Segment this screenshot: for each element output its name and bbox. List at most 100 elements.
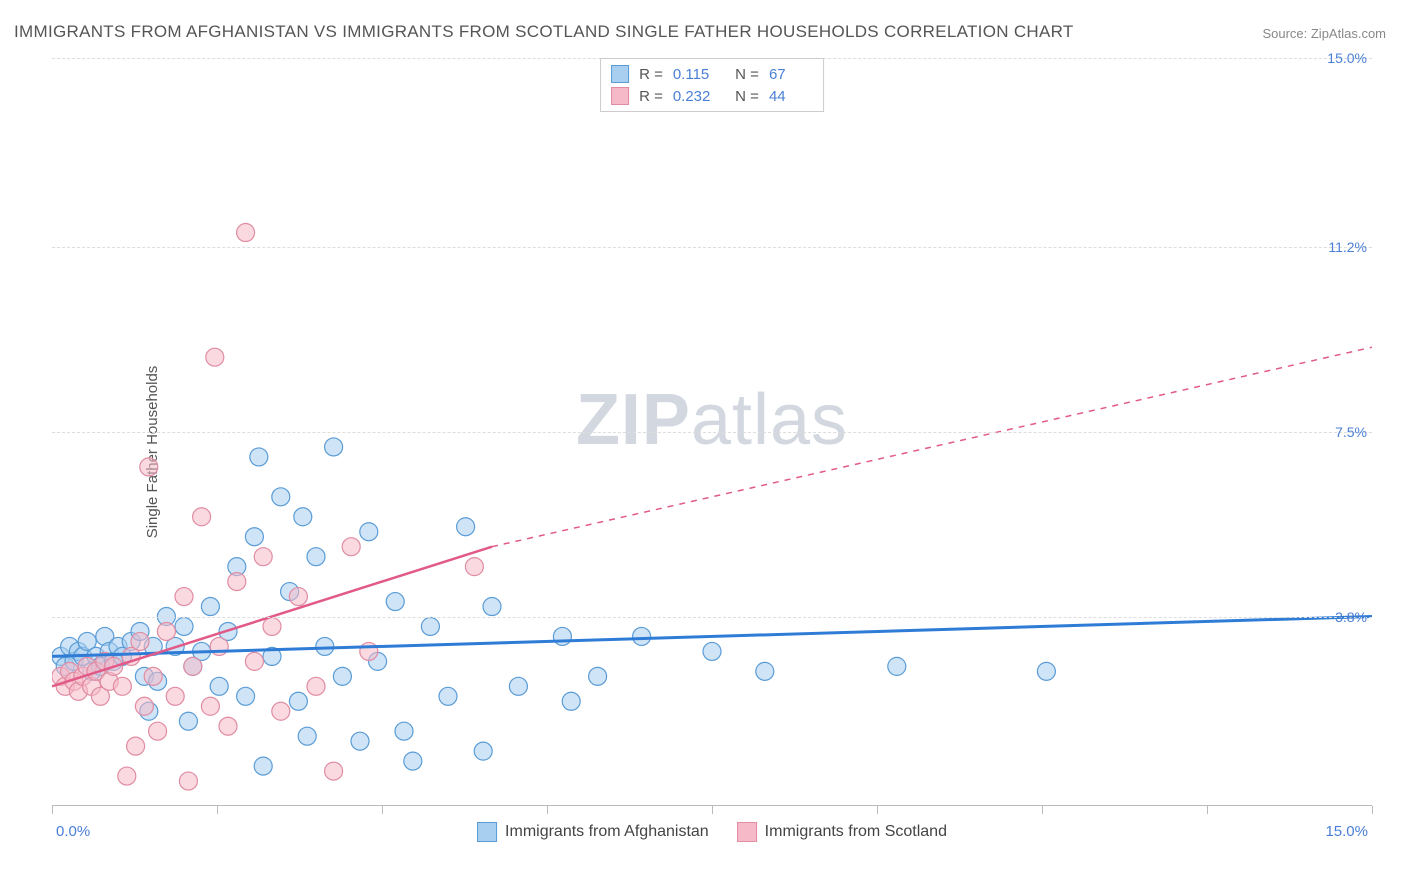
scatter-point [254,757,272,775]
stat-n-label: N = [727,88,759,105]
legend-label: Immigrants from Scotland [765,823,947,841]
scatter-point [325,762,343,780]
scatter-point [245,528,263,546]
scatter-point [465,558,483,576]
scatter-point [294,508,312,526]
x-min-label: 0.0% [56,823,90,840]
scatter-point [157,622,175,640]
x-tick [547,806,548,814]
grid-line [52,617,1372,618]
legend-label: Immigrants from Afghanistan [505,823,709,841]
scatter-point [289,588,307,606]
scatter-point [201,697,219,715]
legend-swatch [611,65,629,83]
scatter-point [184,657,202,675]
y-tick-label: 7.5% [1335,424,1367,440]
scatter-point [210,677,228,695]
scatter-point [1037,662,1055,680]
legend-swatch [611,87,629,105]
scatter-point [289,692,307,710]
scatter-point [118,767,136,785]
legend-swatch [737,822,757,842]
stat-r-value: 0.232 [673,88,717,105]
scatter-point [254,548,272,566]
scatter-point [439,687,457,705]
y-tick-label: 11.2% [1328,239,1367,255]
scatter-point [131,632,149,650]
scatter-point [179,772,197,790]
scatter-point [113,677,131,695]
scatter-point [228,573,246,591]
scatter-point [474,742,492,760]
scatter-point [342,538,360,556]
scatter-point [756,662,774,680]
scatter-point [149,722,167,740]
scatter-svg [52,58,1372,846]
legend-item: Immigrants from Scotland [737,822,947,842]
scatter-point [307,677,325,695]
scatter-point [245,652,263,670]
stat-r-label: R = [639,88,663,105]
scatter-point [237,687,255,705]
legend-swatch [477,822,497,842]
scatter-point [395,722,413,740]
y-tick-label: 3.8% [1335,609,1367,625]
scatter-point [457,518,475,536]
scatter-point [272,488,290,506]
grid-line [52,432,1372,433]
scatter-point [140,458,158,476]
stat-n-value: 67 [769,66,813,83]
chart-area: Single Father Households ZIPatlas 0.0% 1… [52,58,1372,846]
y-tick-label: 15.0% [1327,50,1367,66]
bottom-legend: Immigrants from Afghanistan Immigrants fr… [477,822,947,842]
scatter-point [307,548,325,566]
stat-n-label: N = [727,66,759,83]
x-tick [712,806,713,814]
scatter-point [250,448,268,466]
x-tick [52,806,53,814]
scatter-point [237,224,255,242]
scatter-point [263,617,281,635]
scatter-point [421,617,439,635]
scatter-point [703,642,721,660]
scatter-point [193,508,211,526]
scatter-point [127,737,145,755]
stat-r-value: 0.115 [673,66,717,83]
stat-n-value: 44 [769,88,813,105]
scatter-point [219,717,237,735]
scatter-point [351,732,369,750]
scatter-point [483,598,501,616]
x-tick [1372,806,1373,814]
x-tick [1207,806,1208,814]
top-legend-box: R = 0.115 N = 67R = 0.232 N = 44 [600,58,824,112]
legend-item: Immigrants from Afghanistan [477,822,709,842]
x-tick [1042,806,1043,814]
plot-region: 0.0% 15.0% Immigrants from AfghanistanIm… [52,58,1372,846]
scatter-point [325,438,343,456]
scatter-point [135,697,153,715]
scatter-point [386,593,404,611]
scatter-point [175,617,193,635]
scatter-point [360,523,378,541]
scatter-point [201,598,219,616]
scatter-point [888,657,906,675]
scatter-point [179,712,197,730]
scatter-point [166,687,184,705]
scatter-point [360,642,378,660]
trend-line-extrapolated [492,347,1372,546]
scatter-point [589,667,607,685]
scatter-point [316,637,334,655]
scatter-point [509,677,527,695]
scatter-point [298,727,316,745]
scatter-point [175,588,193,606]
scatter-point [144,667,162,685]
x-max-label: 15.0% [1325,823,1368,840]
stats-row: R = 0.115 N = 67 [611,63,813,85]
scatter-point [333,667,351,685]
chart-title: IMMIGRANTS FROM AFGHANISTAN VS IMMIGRANT… [14,22,1074,42]
stats-row: R = 0.232 N = 44 [611,85,813,107]
x-tick [877,806,878,814]
scatter-point [562,692,580,710]
stat-r-label: R = [639,66,663,83]
scatter-point [272,702,290,720]
